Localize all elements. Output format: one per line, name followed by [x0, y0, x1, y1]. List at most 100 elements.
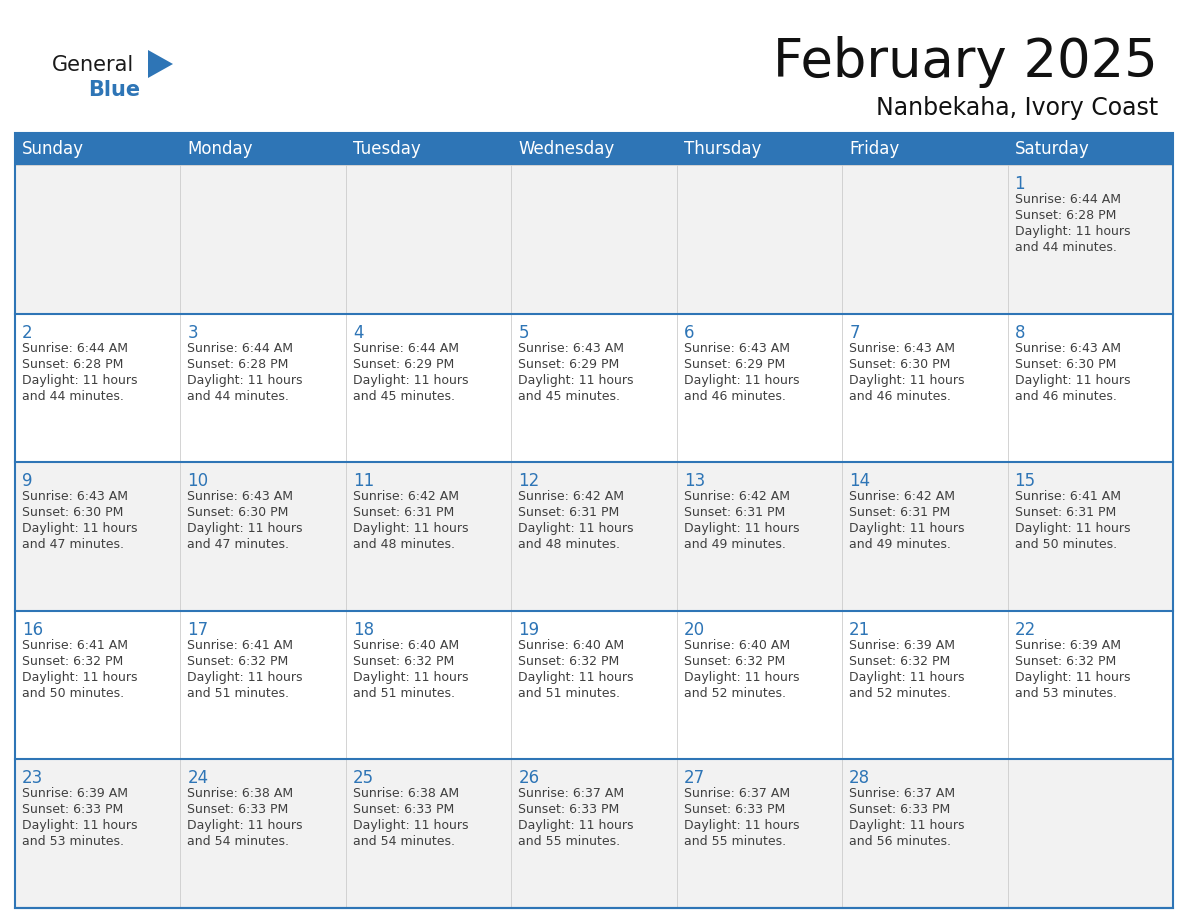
- Text: 18: 18: [353, 621, 374, 639]
- Text: Sunset: 6:33 PM: Sunset: 6:33 PM: [188, 803, 289, 816]
- Text: Sunrise: 6:41 AM: Sunrise: 6:41 AM: [1015, 490, 1120, 503]
- Text: Daylight: 11 hours: Daylight: 11 hours: [684, 671, 800, 684]
- Text: Sunrise: 6:37 AM: Sunrise: 6:37 AM: [684, 788, 790, 800]
- Bar: [15, 314, 1173, 462]
- Text: and 47 minutes.: and 47 minutes.: [188, 538, 290, 551]
- Text: and 50 minutes.: and 50 minutes.: [1015, 538, 1117, 551]
- Text: and 46 minutes.: and 46 minutes.: [684, 389, 785, 403]
- Text: and 52 minutes.: and 52 minutes.: [849, 687, 952, 700]
- Text: Sunday: Sunday: [23, 140, 84, 158]
- Text: 24: 24: [188, 769, 209, 788]
- Text: Daylight: 11 hours: Daylight: 11 hours: [23, 374, 138, 386]
- Text: Sunrise: 6:40 AM: Sunrise: 6:40 AM: [684, 639, 790, 652]
- Text: 7: 7: [849, 324, 860, 341]
- Text: Blue: Blue: [88, 80, 140, 100]
- Text: Daylight: 11 hours: Daylight: 11 hours: [1015, 225, 1130, 238]
- Text: Sunset: 6:33 PM: Sunset: 6:33 PM: [684, 803, 785, 816]
- Text: 4: 4: [353, 324, 364, 341]
- Text: Daylight: 11 hours: Daylight: 11 hours: [518, 671, 633, 684]
- Text: 14: 14: [849, 472, 871, 490]
- Text: Sunrise: 6:44 AM: Sunrise: 6:44 AM: [1015, 193, 1120, 206]
- Text: Sunrise: 6:37 AM: Sunrise: 6:37 AM: [518, 788, 625, 800]
- Text: 10: 10: [188, 472, 209, 490]
- Text: 25: 25: [353, 769, 374, 788]
- Text: 12: 12: [518, 472, 539, 490]
- Text: Tuesday: Tuesday: [353, 140, 421, 158]
- Text: 6: 6: [684, 324, 694, 341]
- Text: Daylight: 11 hours: Daylight: 11 hours: [849, 374, 965, 386]
- Text: Daylight: 11 hours: Daylight: 11 hours: [188, 522, 303, 535]
- Text: and 48 minutes.: and 48 minutes.: [518, 538, 620, 551]
- Text: Daylight: 11 hours: Daylight: 11 hours: [518, 820, 633, 833]
- Text: and 55 minutes.: and 55 minutes.: [518, 835, 620, 848]
- Text: and 49 minutes.: and 49 minutes.: [684, 538, 785, 551]
- Text: and 51 minutes.: and 51 minutes.: [518, 687, 620, 700]
- Text: Sunrise: 6:43 AM: Sunrise: 6:43 AM: [684, 341, 790, 354]
- Text: Sunset: 6:31 PM: Sunset: 6:31 PM: [849, 506, 950, 520]
- Text: and 54 minutes.: and 54 minutes.: [188, 835, 290, 848]
- Text: Nanbekaha, Ivory Coast: Nanbekaha, Ivory Coast: [876, 96, 1158, 120]
- Text: Sunset: 6:30 PM: Sunset: 6:30 PM: [1015, 358, 1116, 371]
- Text: General: General: [52, 55, 134, 75]
- Bar: [15, 759, 1173, 908]
- Text: and 52 minutes.: and 52 minutes.: [684, 687, 785, 700]
- Text: Daylight: 11 hours: Daylight: 11 hours: [684, 374, 800, 386]
- Text: Sunset: 6:32 PM: Sunset: 6:32 PM: [684, 655, 785, 667]
- Text: Sunset: 6:28 PM: Sunset: 6:28 PM: [1015, 209, 1116, 222]
- Text: Sunrise: 6:42 AM: Sunrise: 6:42 AM: [518, 490, 624, 503]
- Text: and 45 minutes.: and 45 minutes.: [518, 389, 620, 403]
- Text: and 44 minutes.: and 44 minutes.: [1015, 241, 1117, 254]
- Text: and 49 minutes.: and 49 minutes.: [849, 538, 952, 551]
- Text: Sunset: 6:33 PM: Sunset: 6:33 PM: [353, 803, 454, 816]
- Text: Sunrise: 6:42 AM: Sunrise: 6:42 AM: [684, 490, 790, 503]
- Text: Sunset: 6:30 PM: Sunset: 6:30 PM: [23, 506, 124, 520]
- Bar: [15, 610, 1173, 759]
- Text: and 55 minutes.: and 55 minutes.: [684, 835, 785, 848]
- Text: Sunset: 6:28 PM: Sunset: 6:28 PM: [23, 358, 124, 371]
- Text: Sunrise: 6:42 AM: Sunrise: 6:42 AM: [353, 490, 459, 503]
- Text: Thursday: Thursday: [684, 140, 762, 158]
- Text: Daylight: 11 hours: Daylight: 11 hours: [1015, 374, 1130, 386]
- Text: Daylight: 11 hours: Daylight: 11 hours: [1015, 671, 1130, 684]
- Bar: [15, 462, 1173, 610]
- Text: Sunrise: 6:44 AM: Sunrise: 6:44 AM: [188, 341, 293, 354]
- Text: Sunrise: 6:40 AM: Sunrise: 6:40 AM: [518, 639, 625, 652]
- Text: and 53 minutes.: and 53 minutes.: [23, 835, 124, 848]
- Text: and 51 minutes.: and 51 minutes.: [188, 687, 290, 700]
- Text: Daylight: 11 hours: Daylight: 11 hours: [353, 820, 468, 833]
- Text: Sunrise: 6:41 AM: Sunrise: 6:41 AM: [23, 639, 128, 652]
- Text: Daylight: 11 hours: Daylight: 11 hours: [188, 820, 303, 833]
- Text: 2: 2: [23, 324, 32, 341]
- Text: Wednesday: Wednesday: [518, 140, 614, 158]
- Text: 13: 13: [684, 472, 704, 490]
- Text: Daylight: 11 hours: Daylight: 11 hours: [353, 374, 468, 386]
- Text: and 53 minutes.: and 53 minutes.: [1015, 687, 1117, 700]
- Bar: [15, 165, 1173, 314]
- Text: Sunset: 6:32 PM: Sunset: 6:32 PM: [518, 655, 619, 667]
- Text: Sunrise: 6:44 AM: Sunrise: 6:44 AM: [23, 341, 128, 354]
- Text: Sunset: 6:33 PM: Sunset: 6:33 PM: [23, 803, 124, 816]
- Text: Daylight: 11 hours: Daylight: 11 hours: [849, 820, 965, 833]
- Text: Daylight: 11 hours: Daylight: 11 hours: [684, 522, 800, 535]
- Text: Daylight: 11 hours: Daylight: 11 hours: [353, 522, 468, 535]
- Text: Daylight: 11 hours: Daylight: 11 hours: [849, 671, 965, 684]
- Text: and 51 minutes.: and 51 minutes.: [353, 687, 455, 700]
- Text: Sunrise: 6:44 AM: Sunrise: 6:44 AM: [353, 341, 459, 354]
- Text: Daylight: 11 hours: Daylight: 11 hours: [353, 671, 468, 684]
- Text: 15: 15: [1015, 472, 1036, 490]
- Bar: [15, 133, 1173, 908]
- Text: Sunrise: 6:41 AM: Sunrise: 6:41 AM: [188, 639, 293, 652]
- Text: and 46 minutes.: and 46 minutes.: [1015, 389, 1117, 403]
- Text: and 56 minutes.: and 56 minutes.: [849, 835, 952, 848]
- Text: Sunset: 6:31 PM: Sunset: 6:31 PM: [518, 506, 619, 520]
- Text: Sunrise: 6:37 AM: Sunrise: 6:37 AM: [849, 788, 955, 800]
- Text: Sunrise: 6:39 AM: Sunrise: 6:39 AM: [849, 639, 955, 652]
- Text: Daylight: 11 hours: Daylight: 11 hours: [518, 374, 633, 386]
- Text: Sunset: 6:32 PM: Sunset: 6:32 PM: [353, 655, 454, 667]
- Text: Monday: Monday: [188, 140, 253, 158]
- Text: Sunrise: 6:39 AM: Sunrise: 6:39 AM: [23, 788, 128, 800]
- Text: Daylight: 11 hours: Daylight: 11 hours: [23, 671, 138, 684]
- Text: Sunset: 6:31 PM: Sunset: 6:31 PM: [684, 506, 785, 520]
- Text: Sunrise: 6:43 AM: Sunrise: 6:43 AM: [23, 490, 128, 503]
- Text: and 45 minutes.: and 45 minutes.: [353, 389, 455, 403]
